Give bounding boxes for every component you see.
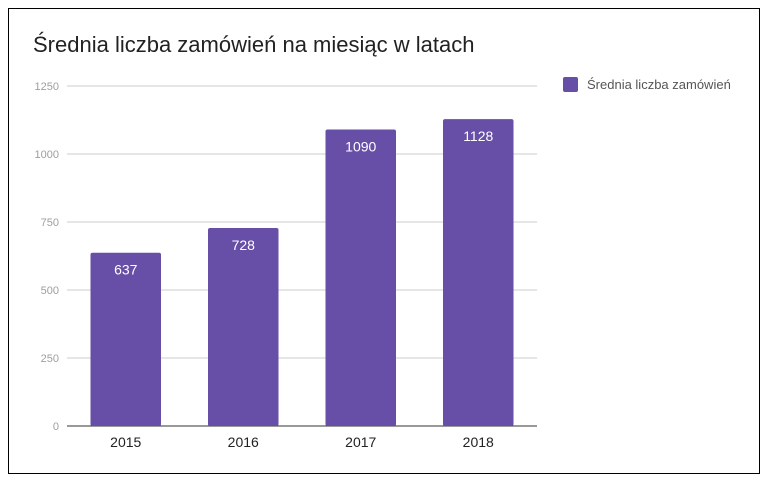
y-tick-label: 750 <box>41 217 59 229</box>
y-tick-label: 250 <box>41 353 59 365</box>
x-tick-label-2015: 2015 <box>110 434 141 450</box>
x-tick-label-2017: 2017 <box>345 434 376 450</box>
chart-title: Średnia liczba zamówień na miesiąc w lat… <box>33 32 475 57</box>
data-label-2016: 728 <box>232 237 256 253</box>
y-tick-label: 0 <box>53 421 59 433</box>
y-tick-label: 1250 <box>35 81 59 93</box>
data-label-2017: 1090 <box>345 139 376 155</box>
x-tick-label-2018: 2018 <box>463 434 494 450</box>
bar-2017[interactable] <box>325 129 397 426</box>
legend-label: Średnia liczba zamówień <box>587 77 731 92</box>
bar-2015[interactable] <box>90 252 162 426</box>
data-label-2018: 1128 <box>463 128 493 144</box>
chart-frame: Średnia liczba zamówień na miesiąc w lat… <box>8 8 760 474</box>
legend: Średnia liczba zamówień <box>563 77 731 92</box>
x-axis-ticks: 2015 2016 2017 2018 <box>110 434 494 450</box>
legend-swatch <box>563 77 578 92</box>
y-tick-label: 500 <box>41 285 59 297</box>
bars <box>90 119 514 427</box>
data-labels: 637 728 1090 1128 <box>114 128 493 278</box>
data-label-2015: 637 <box>114 262 138 278</box>
x-tick-label-2016: 2016 <box>228 434 259 450</box>
y-axis-ticks: 0 250 500 750 1000 1250 <box>35 81 59 433</box>
y-tick-label: 1000 <box>35 149 59 161</box>
bar-2018[interactable] <box>443 119 514 427</box>
bar-2016[interactable] <box>208 227 279 426</box>
